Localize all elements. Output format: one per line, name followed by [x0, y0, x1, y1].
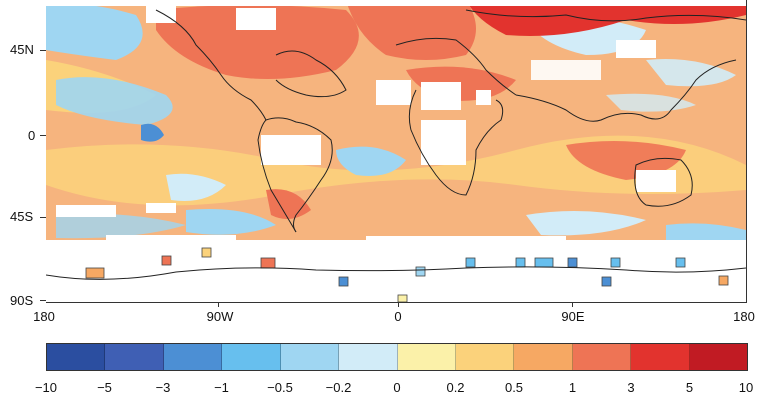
lat-tick: [40, 50, 46, 51]
lat-tick: [40, 217, 46, 218]
no-data-australia: [636, 170, 676, 192]
antarctic-cell: [534, 257, 554, 268]
legend-swatch: [689, 344, 748, 370]
legend-swatch: [47, 344, 106, 370]
lat-label-90s: 90S: [10, 293, 34, 308]
arctic-warm: [466, 0, 746, 36]
north-pacific-east-cool: [646, 59, 736, 87]
lat-tick: [40, 300, 46, 301]
legend-label: −3: [155, 380, 171, 395]
lon-label-180w: 180: [33, 309, 55, 324]
legend-swatch: [222, 344, 281, 370]
antarctic-cell: [397, 294, 408, 302]
antarctic-cell: [601, 276, 612, 287]
lon-label-180e: 180: [733, 309, 755, 324]
legend-swatch: [163, 344, 223, 370]
lon-tick: [572, 302, 573, 307]
arctic-coast: [465, 9, 746, 22]
legend-swatch: [105, 344, 164, 370]
lat-label-equator: 0: [28, 128, 36, 143]
lat-label-45n: 45N: [10, 42, 34, 57]
map-svg: [46, 0, 746, 302]
pacific-cool-spot: [141, 123, 164, 142]
asia-coast: [515, 59, 737, 122]
no-data-arabia: [476, 90, 491, 105]
legend-swatch: [572, 344, 632, 370]
legend-swatch: [280, 344, 340, 370]
legend-label: −0.5: [267, 380, 293, 395]
lon-tick: [398, 302, 399, 307]
south-pacific-pale: [166, 173, 226, 201]
legend-swatch: [514, 344, 573, 370]
south-america-warm: [266, 189, 311, 219]
southern-pacific-cool: [56, 213, 186, 239]
no-data-mongolia: [616, 40, 656, 58]
no-data-amazon: [261, 135, 321, 165]
antarctic-cell: [675, 257, 686, 268]
color-scale-bar: [46, 343, 748, 371]
legend-swatch: [397, 344, 456, 370]
north-america-west-coast: [155, 9, 267, 121]
lat-tick: [40, 135, 46, 136]
east-pacific-cool: [56, 77, 173, 125]
antarctic-cell: [718, 275, 729, 286]
lon-label-90e: 90E: [561, 309, 585, 324]
no-data-antarctic: [46, 235, 746, 302]
legend-label: 5: [685, 380, 694, 395]
legend-label: −1: [214, 380, 229, 395]
no-data-central-africa: [421, 120, 466, 165]
legend-label: 0: [393, 380, 401, 395]
africa-coast: [408, 89, 504, 196]
legend-label: −0.2: [325, 380, 352, 395]
legend-label: −10: [34, 380, 58, 395]
legend-label: 1: [568, 380, 577, 395]
antarctic-cell: [85, 267, 105, 279]
antarctic-cell: [338, 276, 349, 287]
no-data-greenland-edge: [236, 8, 276, 30]
south-america-west-coast: [257, 119, 297, 233]
antarctic-cell: [515, 257, 526, 268]
legend-label: 10: [738, 380, 754, 395]
antarctic-cell: [260, 257, 276, 269]
southern-ocean-cool: [186, 209, 276, 235]
antarctic-cell: [567, 257, 578, 268]
no-data-canada: [146, 5, 176, 23]
antarctic-cell: [415, 266, 426, 277]
no-data-sahara-west: [376, 80, 411, 105]
no-data-south-pacific: [56, 205, 116, 217]
legend-label: −5: [97, 380, 112, 395]
lon-tick: [218, 302, 219, 307]
no-data-central-asia: [531, 60, 601, 80]
antarctic-cell: [201, 247, 212, 258]
legend-swatch: [631, 344, 690, 370]
temperature-trend-map: [46, 0, 747, 303]
legend-label: 0.5: [504, 380, 524, 395]
legend-swatch: [455, 344, 515, 370]
no-data-sahara-east: [421, 82, 461, 110]
southern-indian-pale: [526, 211, 646, 236]
legend-swatch: [339, 344, 398, 370]
south-atlantic-cool: [336, 146, 406, 176]
antarctica-coast: [46, 266, 746, 280]
antarctic-cell: [465, 257, 476, 268]
south-america-coast: [265, 117, 333, 233]
europe-coast: [395, 37, 517, 96]
antarctic-cell: [161, 255, 172, 266]
lon-label-0: 0: [394, 309, 402, 324]
no-data-south-pacific-2: [146, 203, 176, 213]
no-data-top: [46, 0, 746, 6]
north-pacific-cool: [46, 3, 143, 60]
north-atlantic-warm: [346, 0, 476, 60]
australia-coast: [634, 157, 693, 207]
southern-ocean-east-cool: [666, 223, 746, 245]
legend-label: 0.2: [446, 380, 465, 395]
north-america-warm: [156, 5, 359, 79]
lat-label-45s: 45S: [10, 209, 34, 224]
legend-label: 3: [627, 380, 635, 395]
lon-label-90w: 90W: [206, 309, 234, 324]
coastlines: [46, 9, 746, 280]
antarctic-cell: [610, 257, 621, 268]
north-america-east-coast: [275, 50, 347, 98]
